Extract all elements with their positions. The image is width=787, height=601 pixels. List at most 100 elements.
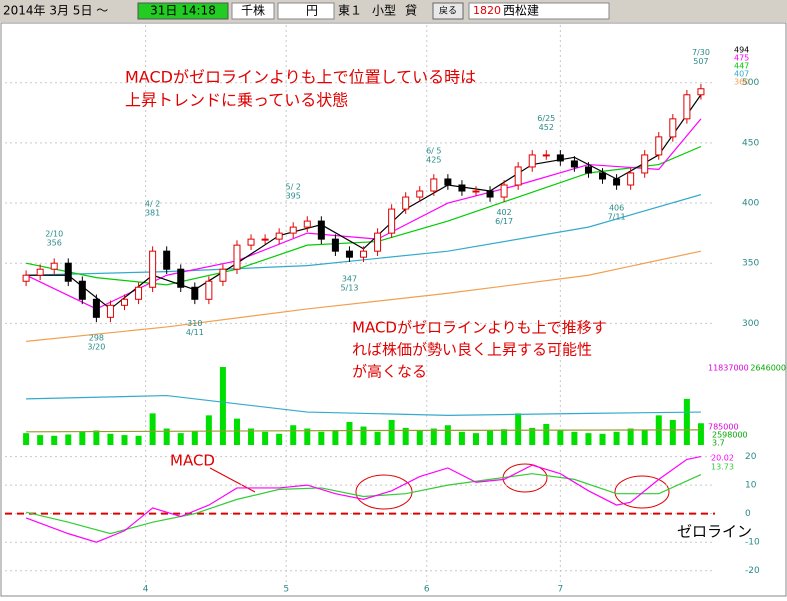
annotation-value: 356 — [47, 238, 62, 247]
volume-bar — [37, 435, 44, 445]
volume-bar — [543, 423, 550, 445]
volume-bar — [669, 419, 676, 445]
y-tick-label: 20 — [745, 452, 757, 462]
y-tick-label: 350 — [742, 259, 759, 269]
annotation-value: 425 — [426, 155, 441, 164]
macd-last-value: 20.02 — [711, 454, 734, 463]
candle-body — [500, 184, 508, 198]
volume-bar — [515, 413, 522, 445]
volume-bar — [529, 427, 536, 445]
note-text: が高くなる — [352, 363, 427, 381]
company-name: 西松建 — [503, 4, 539, 18]
moving-average — [26, 194, 702, 276]
candle-body — [106, 304, 114, 318]
candle-body — [528, 154, 536, 168]
volume-bar — [290, 425, 297, 445]
candle-body — [22, 274, 30, 282]
candle-body — [542, 154, 550, 157]
unit: 千株 — [241, 3, 265, 18]
candle-body — [472, 190, 480, 193]
volume-bar — [163, 428, 170, 445]
unit-box — [231, 2, 275, 20]
candle-body — [64, 262, 72, 282]
ma-last-value: 494 — [734, 46, 749, 55]
annotation-date: 2/10 — [45, 229, 63, 238]
candle-body — [78, 280, 86, 300]
volume-bar — [191, 431, 198, 445]
code: 1820 — [473, 4, 501, 17]
candle-body — [697, 88, 705, 96]
candle-body — [36, 268, 44, 276]
candle-body — [303, 220, 311, 228]
candle-body — [627, 172, 635, 186]
volume-bar — [219, 367, 226, 445]
annotation-date: 4/ 2 — [145, 199, 160, 208]
y-tick-label: -10 — [745, 538, 760, 548]
x-tick-label: 4 — [143, 585, 149, 595]
volume-bar — [276, 433, 283, 445]
candle-body — [556, 154, 564, 162]
time-box — [137, 2, 229, 20]
frame — [0, 22, 787, 597]
candle-body — [402, 196, 410, 210]
annotation-date: 7/30 — [692, 48, 710, 57]
candle-body — [261, 238, 269, 241]
volume-bar — [557, 430, 564, 445]
note-text: MACDがゼロラインよりも上で推移す — [352, 319, 607, 337]
annotation-value: 381 — [145, 208, 160, 217]
annotation-date: 5/ 2 — [286, 183, 301, 192]
candle-body — [599, 172, 607, 180]
note-text: MACDがゼロラインよりも上で位置している時は — [125, 68, 476, 87]
candle-body — [275, 232, 283, 240]
code-box — [468, 2, 610, 20]
currency-box[interactable] — [277, 2, 335, 20]
macd-line — [25, 455, 702, 543]
market: 東１ — [338, 4, 362, 18]
candle-body — [458, 184, 466, 192]
annotation-date: 4/11 — [186, 328, 204, 337]
annotation-date: 6/17 — [495, 217, 513, 226]
annotation-value: 310 — [187, 319, 202, 328]
volume-bar — [93, 430, 100, 445]
candle-body — [374, 232, 382, 252]
candle-body — [149, 250, 157, 288]
candle-body — [135, 286, 143, 300]
candle-body — [247, 238, 255, 246]
volume-label: 11837000 — [708, 364, 749, 373]
back-button[interactable] — [432, 2, 464, 20]
date-field: 2014年 3月 5日 ～ — [3, 4, 108, 18]
volume-bar — [79, 431, 86, 445]
candle-body — [416, 190, 424, 198]
volume-bar — [332, 430, 339, 445]
candle-body — [191, 286, 199, 300]
candle-body — [570, 160, 578, 168]
time-field: 31日 14:18 — [150, 4, 216, 18]
volume-bar — [121, 435, 128, 445]
candle-body — [345, 250, 353, 258]
macd-line — [25, 473, 702, 535]
volume-bar — [627, 428, 634, 445]
macd-last-value: 13.73 — [711, 463, 734, 472]
volume-bar — [318, 431, 325, 445]
volume-label: 3.7 — [712, 439, 725, 448]
y-tick-label: -20 — [745, 566, 760, 576]
volume-bar — [346, 421, 353, 445]
volume-bar — [571, 431, 578, 445]
candle-body — [641, 154, 649, 174]
volume-label: 785000 — [708, 423, 739, 432]
candle-body — [613, 178, 621, 186]
candle-body — [233, 244, 241, 270]
annotation-date: 5/13 — [340, 283, 358, 292]
candle-body — [360, 250, 368, 258]
volume-bar — [402, 427, 409, 445]
volume-bar — [585, 433, 592, 445]
volume-bar — [374, 431, 381, 445]
candle-body — [486, 190, 494, 198]
ma-last-value: 360 — [734, 78, 749, 87]
volume-bar — [430, 428, 437, 445]
back-label: 戻る — [439, 5, 457, 17]
volume-bar — [444, 425, 451, 445]
volume-label: 2598000 — [712, 431, 748, 440]
x-tick-label: 7 — [557, 585, 563, 595]
volume-bar — [683, 398, 690, 445]
